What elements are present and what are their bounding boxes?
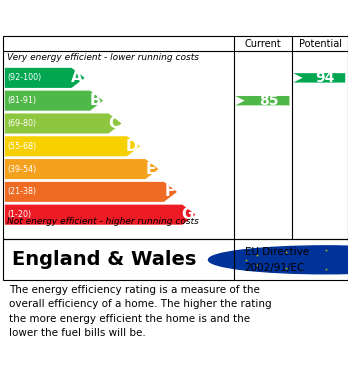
Polygon shape bbox=[5, 91, 103, 111]
Text: E: E bbox=[146, 161, 157, 177]
Text: (21-38): (21-38) bbox=[7, 187, 36, 196]
Text: EU Directive: EU Directive bbox=[245, 248, 309, 257]
Text: (81-91): (81-91) bbox=[7, 96, 36, 105]
Text: 85: 85 bbox=[259, 94, 278, 108]
Text: The energy efficiency rating is a measure of the
overall efficiency of a home. T: The energy efficiency rating is a measur… bbox=[9, 285, 271, 338]
Polygon shape bbox=[5, 136, 140, 156]
Text: C: C bbox=[109, 116, 119, 131]
Text: 2002/91/EC: 2002/91/EC bbox=[245, 263, 305, 273]
Polygon shape bbox=[5, 159, 159, 179]
Text: Current: Current bbox=[245, 39, 282, 48]
Polygon shape bbox=[5, 113, 121, 133]
Polygon shape bbox=[5, 68, 85, 88]
Text: A: A bbox=[71, 70, 82, 85]
Text: (39-54): (39-54) bbox=[7, 165, 36, 174]
Polygon shape bbox=[293, 73, 345, 83]
Text: G: G bbox=[181, 207, 193, 222]
Polygon shape bbox=[5, 182, 177, 202]
Text: (55-68): (55-68) bbox=[7, 142, 36, 151]
Text: Not energy efficient - higher running costs: Not energy efficient - higher running co… bbox=[7, 217, 199, 226]
Text: (69-80): (69-80) bbox=[7, 119, 36, 128]
Text: Energy Efficiency Rating: Energy Efficiency Rating bbox=[10, 9, 239, 27]
Text: Very energy efficient - lower running costs: Very energy efficient - lower running co… bbox=[7, 53, 199, 62]
Text: F: F bbox=[165, 185, 175, 199]
Text: D: D bbox=[125, 139, 138, 154]
Text: 94: 94 bbox=[316, 71, 335, 85]
Circle shape bbox=[208, 246, 348, 274]
Text: England & Wales: England & Wales bbox=[12, 250, 197, 269]
Polygon shape bbox=[235, 96, 290, 105]
Text: (92-100): (92-100) bbox=[7, 74, 41, 83]
Text: Potential: Potential bbox=[299, 39, 342, 48]
Polygon shape bbox=[5, 204, 196, 225]
Text: (1-20): (1-20) bbox=[7, 210, 31, 219]
Text: B: B bbox=[89, 93, 101, 108]
